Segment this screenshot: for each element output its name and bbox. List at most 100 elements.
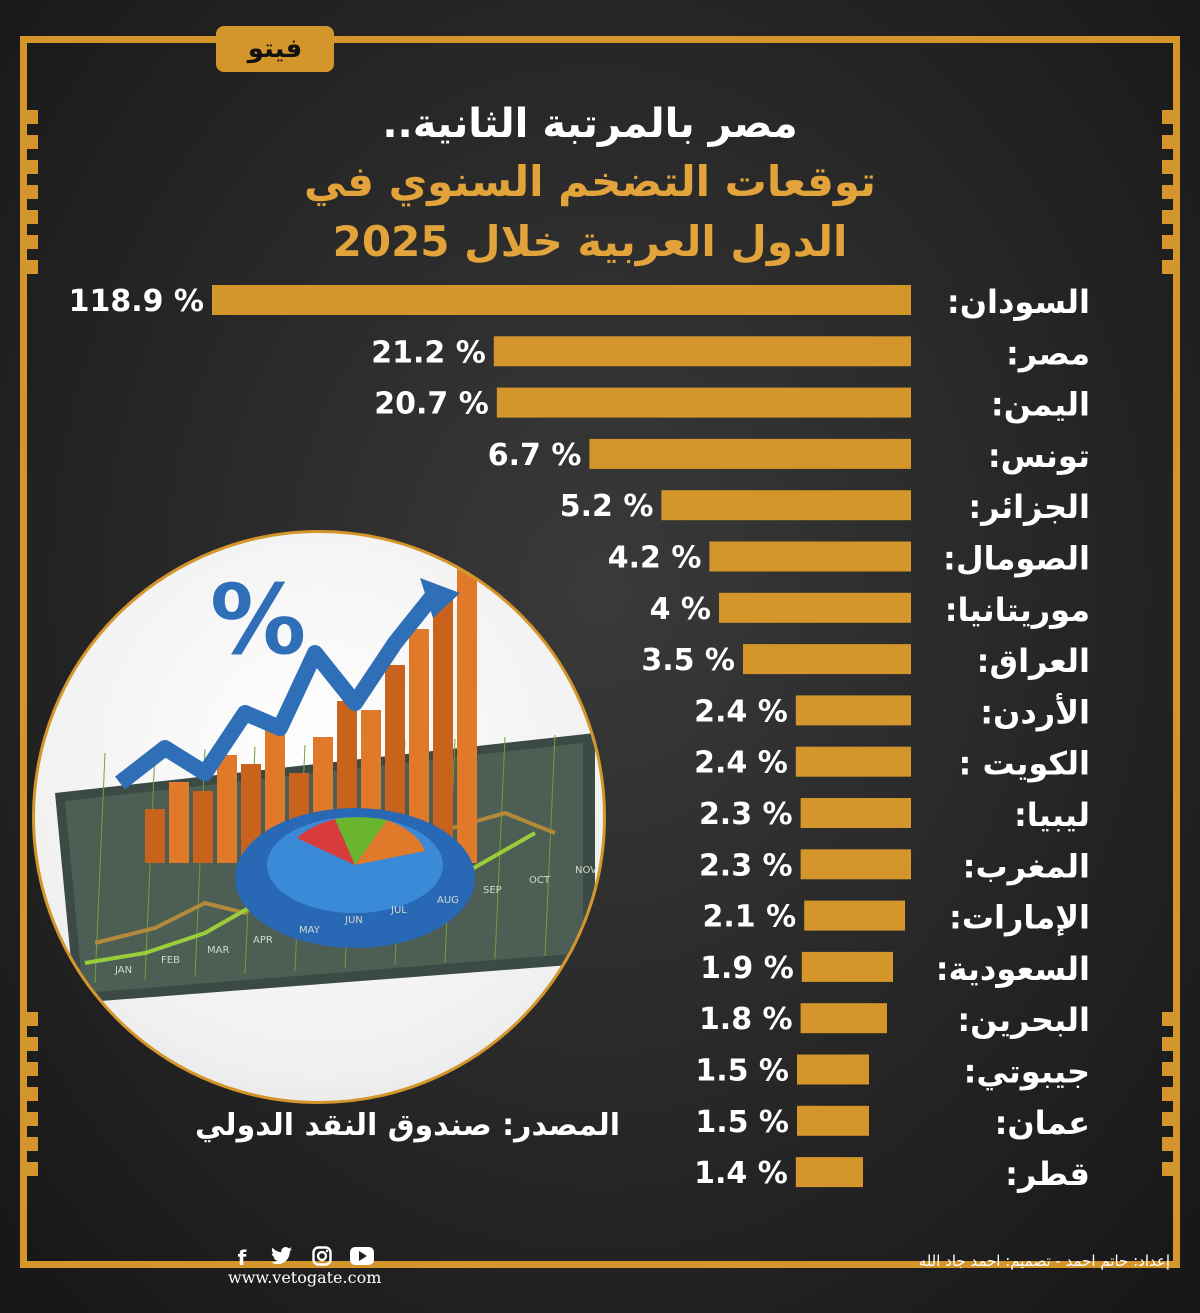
instagram-icon[interactable] <box>310 1246 334 1270</box>
frame-left-border <box>20 36 27 1268</box>
value-label-11: 2.3 % <box>699 848 793 883</box>
orange-column <box>433 593 453 863</box>
category-label-5: الصومال: <box>943 540 1090 578</box>
value-label-12: 2.1 % <box>703 900 797 935</box>
month-label: MAR <box>207 945 229 956</box>
grid-line <box>544 734 556 957</box>
grid-line <box>144 750 156 981</box>
month-label: MAY <box>299 925 321 936</box>
inflation-illustration: % JAN FEB MAR APR MAY JUN JUL AUG SEP OCT NOV <box>32 530 606 1104</box>
facebook-icon[interactable]: f <box>237 1246 247 1270</box>
category-label-14: البحرين: <box>957 1001 1090 1039</box>
category-label-9: الكويت : <box>959 745 1090 783</box>
orange-column <box>145 809 165 863</box>
bar-17 <box>795 1157 863 1188</box>
social-icons: f <box>230 1246 374 1270</box>
category-label-10: ليبيا: <box>1014 796 1090 834</box>
month-label: AUG <box>437 895 459 906</box>
month-label: JUN <box>344 915 363 926</box>
category-label-0: السودان: <box>947 283 1090 321</box>
illustration-svg: % JAN FEB MAR APR MAY JUN JUL AUG SEP OCT NOV <box>55 564 597 1003</box>
chart-title: مصر بالمرتبة الثانية.. توقعات التضخم الس… <box>200 96 980 272</box>
category-label-2: اليمن: <box>991 386 1090 424</box>
month-label: JAN <box>114 965 132 976</box>
bar-6 <box>719 592 911 623</box>
bar-9 <box>795 746 911 777</box>
right-bottom-ticks <box>1162 1012 1180 1187</box>
source-label: المصدر: صندوق النقد الدولي <box>194 1108 620 1143</box>
value-label-15: 1.5 % <box>695 1054 789 1089</box>
bar-8 <box>795 695 911 726</box>
orange-column <box>457 566 477 863</box>
youtube-icon[interactable] <box>350 1246 374 1270</box>
value-label-5: 4.2 % <box>608 541 702 576</box>
category-label-8: الأردن: <box>980 692 1090 731</box>
bar-13 <box>801 951 893 982</box>
month-label: SEP <box>483 885 502 896</box>
value-label-10: 2.3 % <box>699 797 793 832</box>
month-labels: JAN FEB MAR APR MAY JUN JUL AUG SEP OCT NOV <box>114 865 597 976</box>
twitter-icon[interactable] <box>270 1246 294 1270</box>
value-label-6: 4 % <box>650 592 711 627</box>
value-label-2: 20.7 % <box>374 387 489 422</box>
bar-11 <box>800 849 911 880</box>
orange-column <box>193 791 213 863</box>
month-label: NOV <box>575 865 597 876</box>
category-label-13: السعودية: <box>936 950 1090 988</box>
frame-top-border <box>20 36 1180 43</box>
value-label-17: 1.4 % <box>694 1156 788 1191</box>
grid-line <box>494 736 506 960</box>
bar-7 <box>743 644 911 675</box>
category-label-16: عمان: <box>995 1104 1090 1142</box>
bar-0 <box>212 285 911 315</box>
orange-column <box>409 629 429 863</box>
month-label: APR <box>253 935 273 946</box>
title-line-2: توقعات التضخم السنوي في <box>304 157 876 206</box>
bar-14 <box>800 1003 887 1034</box>
grid-line <box>94 752 106 984</box>
month-label: OCT <box>529 875 551 886</box>
category-label-4: الجزائر: <box>968 488 1090 526</box>
percent-symbol: % <box>210 564 306 676</box>
value-label-16: 1.5 % <box>695 1105 789 1140</box>
value-label-8: 2.4 % <box>694 694 788 729</box>
category-label-12: الإمارات: <box>949 899 1090 937</box>
category-label-6: موريتانيا: <box>945 591 1090 629</box>
veto-logo: فيتو <box>216 26 334 72</box>
month-label: FEB <box>161 955 180 966</box>
right-top-ticks <box>1162 110 1180 285</box>
title-line-1: مصر بالمرتبة الثانية.. <box>382 101 798 147</box>
title-line-3: الدول العربية خلال 2025 <box>332 217 848 266</box>
month-label: JUL <box>390 905 407 916</box>
category-label-17: قطر: <box>1005 1155 1090 1193</box>
bar-2 <box>496 387 911 418</box>
website-url[interactable]: www.vetogate.com <box>228 1268 382 1287</box>
value-label-1: 21.2 % <box>371 335 486 370</box>
left-bottom-ticks <box>20 1012 38 1187</box>
frame-right-border <box>1173 36 1180 1268</box>
value-label-14: 1.8 % <box>699 1002 793 1037</box>
bar-4 <box>661 490 911 521</box>
bar-12 <box>804 900 905 931</box>
category-label-7: العراق: <box>977 642 1090 680</box>
bar-16 <box>797 1105 869 1136</box>
bar-3 <box>589 438 911 469</box>
value-label-0: 118.9 % <box>69 284 204 319</box>
value-label-4: 5.2 % <box>560 489 654 524</box>
bar-15 <box>797 1054 869 1085</box>
value-label-7: 3.5 % <box>641 643 735 678</box>
orange-column <box>169 782 189 863</box>
orange-column <box>241 764 261 863</box>
bar-10 <box>800 798 911 828</box>
left-top-ticks <box>20 110 38 285</box>
credits-text: إعداد: حاتم احمد - تصميم: احمد جاد الله <box>918 1252 1170 1270</box>
value-label-9: 2.4 % <box>694 746 788 781</box>
bar-1 <box>493 336 911 367</box>
value-label-3: 6.7 % <box>488 438 582 473</box>
value-label-13: 1.9 % <box>700 951 794 986</box>
frame-bottom-border <box>20 1261 1180 1268</box>
bar-5 <box>709 541 911 572</box>
category-label-11: المغرب: <box>963 847 1090 885</box>
category-label-1: مصر: <box>1006 334 1090 372</box>
